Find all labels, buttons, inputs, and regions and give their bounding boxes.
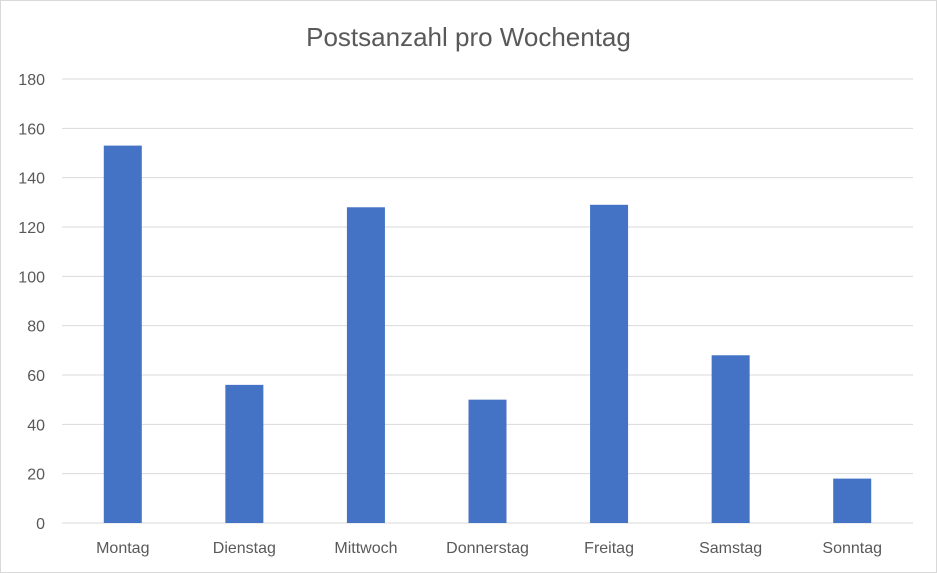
x-tick-label-dienstag: Dienstag (213, 540, 276, 557)
x-tick-label-freitag: Freitag (584, 540, 634, 557)
x-tick-label-samstag: Samstag (699, 540, 762, 557)
y-tick-label: 120 (18, 220, 45, 237)
x-axis-ticks: Montag Dienstag Mittwoch Donnerstag Freitag S… (96, 540, 882, 557)
y-tick-label: 180 (18, 72, 45, 89)
x-tick-label-mittwoch: Mittwoch (334, 540, 397, 557)
bar-sonntag (833, 478, 872, 523)
y-axis-ticks: 0 20 40 60 80 100 120 140 160 180 (18, 72, 45, 533)
bar-samstag (711, 355, 750, 523)
y-tick-label: 40 (27, 417, 45, 434)
bar-donnerstag (468, 399, 507, 523)
x-tick-label-sonntag: Sonntag (822, 540, 882, 557)
chart-title: Postsanzahl pro Wochentag (306, 22, 631, 52)
bar-mittwoch (346, 207, 385, 523)
bar-dienstag (225, 384, 264, 523)
y-tick-label: 80 (27, 319, 45, 336)
y-tick-label: 140 (18, 171, 45, 188)
y-tick-label: 160 (18, 121, 45, 138)
bar-montag (103, 145, 142, 523)
y-tick-label: 60 (27, 368, 45, 385)
y-tick-label: 0 (36, 516, 45, 533)
bars (103, 145, 872, 524)
x-tick-label-donnerstag: Donnerstag (446, 540, 529, 557)
x-tick-label-montag: Montag (96, 540, 149, 557)
bar-freitag (590, 204, 629, 524)
y-tick-label: 100 (18, 269, 45, 286)
y-tick-label: 20 (27, 467, 45, 484)
